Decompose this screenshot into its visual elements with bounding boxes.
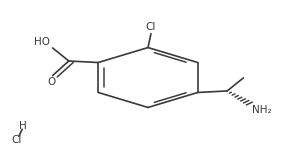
Text: HO: HO — [34, 37, 50, 47]
Text: H: H — [19, 121, 27, 131]
Text: Cl: Cl — [12, 135, 22, 146]
Text: Cl: Cl — [146, 22, 156, 33]
Text: O: O — [47, 78, 55, 87]
Text: NH₂: NH₂ — [252, 105, 272, 115]
